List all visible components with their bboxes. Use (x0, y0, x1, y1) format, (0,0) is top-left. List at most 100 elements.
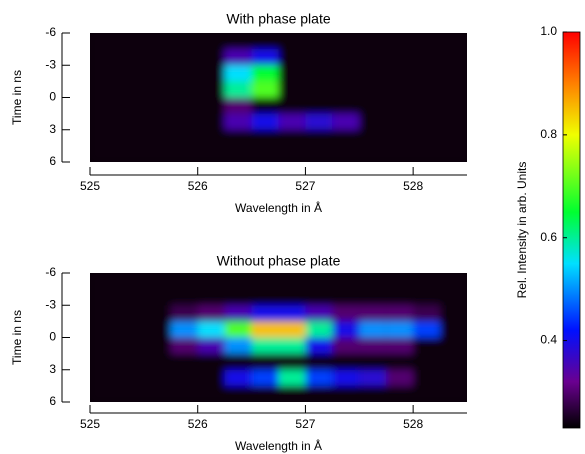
heatmap-cell (90, 97, 117, 114)
heatmap-cell (251, 321, 279, 338)
heatmap-cell (197, 49, 225, 66)
heatmap-cell (197, 353, 225, 370)
heatmap-cell (359, 33, 387, 50)
heatmap-cell (278, 385, 306, 402)
heatmap-cell (143, 353, 171, 370)
heatmap-cell (197, 129, 225, 146)
heatmap-cell (305, 353, 333, 370)
heatmap-cell (251, 337, 279, 354)
heatmap-cell (386, 33, 414, 50)
heatmap-cell (332, 321, 360, 338)
heatmap-cell (90, 145, 117, 162)
heatmap-cell (170, 321, 198, 338)
heatmap-cell (359, 129, 387, 146)
heatmap-cell (251, 145, 279, 162)
heatmap-cell (143, 145, 171, 162)
heatmap-cell (197, 337, 225, 354)
heatmap-cell (143, 305, 171, 322)
colorbar (562, 31, 581, 429)
y-tick-label: -3 (45, 297, 56, 311)
heatmap-cell (197, 33, 225, 50)
heatmap-cell (278, 321, 306, 338)
heatmap-cell (197, 145, 225, 162)
heatmap-cell (440, 305, 467, 322)
heatmap-cell (170, 273, 198, 290)
heatmap-cell (413, 385, 441, 402)
heatmap-cell (116, 145, 144, 162)
heatmap-cell (90, 129, 117, 146)
x-axis-label: Wavelength in Å (235, 200, 322, 215)
heatmap-cells (90, 273, 467, 402)
heatmap-cell (440, 129, 467, 146)
heatmap-cell (251, 273, 279, 290)
heatmap-cell (332, 289, 360, 306)
heatmap-cell (386, 273, 414, 290)
heatmap-cell (170, 337, 198, 354)
heatmap-cell (440, 337, 467, 354)
heatmap-cell (170, 97, 198, 114)
heatmap-cell (359, 97, 387, 114)
heatmap-cell (440, 81, 467, 98)
heatmap-cell (359, 49, 387, 66)
plot-area (90, 33, 467, 162)
heatmap-cell (251, 385, 279, 402)
heatmap-cell (332, 353, 360, 370)
heatmap-cell (413, 49, 441, 66)
heatmap-cell (224, 81, 252, 98)
heatmap-cell (440, 369, 467, 386)
heatmap-cell (90, 305, 117, 322)
heatmap-cell (251, 353, 279, 370)
heatmap-cell (413, 321, 441, 338)
heatmap-cell (251, 81, 279, 98)
heatmap-cell (251, 65, 279, 82)
heatmap-cell (143, 289, 171, 306)
heatmap-cell (413, 289, 441, 306)
heatmap-cell (278, 353, 306, 370)
heatmap-cell (197, 97, 225, 114)
heatmap-cell (143, 33, 171, 50)
heatmap-cell (386, 321, 414, 338)
heatmap-cell (332, 97, 360, 114)
chart-title: With phase plate (226, 11, 330, 27)
heatmap-cell (224, 49, 252, 66)
heatmap-cell (413, 353, 441, 370)
heatmap-cell (197, 369, 225, 386)
heatmap-cell (413, 145, 441, 162)
heatmap-cell (359, 353, 387, 370)
colorbar-label: Rel. Intensity in arb. Units (515, 162, 529, 299)
heatmap-cell (170, 369, 198, 386)
heatmap-cell (251, 97, 279, 114)
heatmap-cell (90, 81, 117, 98)
x-tick-label: 528 (403, 417, 423, 431)
y-tick-label: 6 (49, 154, 56, 168)
heatmap-cell (116, 65, 144, 82)
heatmap-cell (116, 273, 144, 290)
heatmap-cell (197, 289, 225, 306)
heatmap-cell (170, 385, 198, 402)
heatmap-cell (413, 129, 441, 146)
chart-title: Without phase plate (217, 253, 341, 269)
heatmap-cell (143, 129, 171, 146)
x-tick-label: 525 (80, 417, 100, 431)
plot-area (90, 273, 467, 402)
heatmap-cell (90, 321, 117, 338)
heatmap-cell (170, 289, 198, 306)
heatmap-cell (413, 305, 441, 322)
heatmap-cell (359, 289, 387, 306)
heatmap-cell (386, 145, 414, 162)
heatmap-cell (278, 337, 306, 354)
heatmap-cell (251, 369, 279, 386)
x-tick-label: 525 (80, 179, 100, 193)
heatmap-cell (278, 113, 306, 130)
heatmap-cell (170, 65, 198, 82)
heatmap-cell (440, 97, 467, 114)
colorbar-tick-label: 0.4 (540, 333, 557, 347)
heatmap-cell (116, 321, 144, 338)
heatmap-cell (278, 33, 306, 50)
heatmap-cell (224, 305, 252, 322)
heatmap-cell (278, 273, 306, 290)
heatmap-cell (116, 33, 144, 50)
heatmap-cell (440, 49, 467, 66)
heatmap-cell (305, 33, 333, 50)
heatmap-cell (251, 289, 279, 306)
